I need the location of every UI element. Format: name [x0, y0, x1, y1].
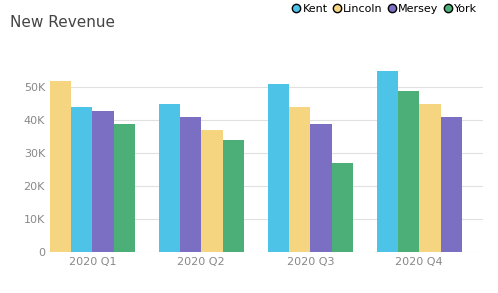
Bar	[419, 104, 441, 252]
Bar	[223, 140, 244, 252]
Legend: Kent, Lincoln, Mersey, York: Kent, Lincoln, Mersey, York	[289, 0, 482, 18]
Bar	[114, 124, 135, 252]
Bar	[398, 91, 419, 252]
Bar	[310, 124, 332, 252]
Bar	[268, 84, 289, 252]
Bar	[377, 71, 398, 252]
Bar	[441, 117, 462, 252]
Text: New Revenue: New Revenue	[10, 15, 115, 30]
Bar	[201, 130, 223, 252]
Bar	[71, 107, 92, 252]
Bar	[289, 107, 310, 252]
Bar	[180, 117, 201, 252]
Bar	[92, 110, 114, 252]
Bar	[50, 81, 71, 252]
Bar	[332, 163, 353, 252]
Bar	[159, 104, 180, 252]
